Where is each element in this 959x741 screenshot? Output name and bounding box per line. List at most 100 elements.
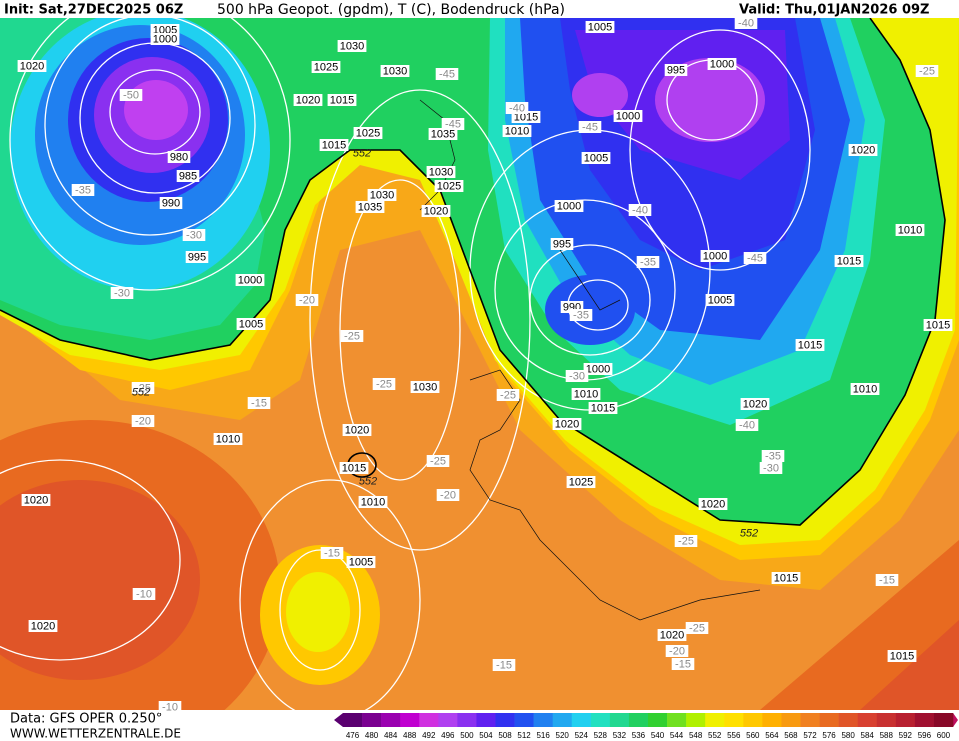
temperature-label: -25 (500, 389, 516, 401)
pressure-label: 1030 (429, 166, 453, 178)
temperature-label: -35 (640, 256, 656, 268)
temperature-label-box (110, 287, 134, 299)
pressure-label-box (421, 205, 451, 217)
pressure-label-box (550, 238, 574, 250)
pressure-label-box (428, 128, 458, 140)
pressure-label: 1025 (314, 61, 338, 73)
temperature-label: -10 (136, 588, 152, 600)
pressure-label: 1000 (153, 33, 177, 45)
colorbar-cell (648, 713, 668, 727)
temperature-label: -25 (430, 455, 446, 467)
pressure-label: 1035 (431, 128, 455, 140)
colorbar-label: 584 (861, 731, 875, 740)
pressure-label: 1015 (926, 319, 950, 331)
temperature-label: -35 (573, 309, 589, 321)
pressure-label-box (434, 180, 464, 192)
temperature-label-box (735, 419, 759, 431)
temperature-label-box (426, 455, 450, 467)
colorbar-label: 528 (594, 731, 608, 740)
pressure-label-box (613, 110, 643, 122)
coastlines (419, 99, 761, 621)
temperature-label: -15 (496, 659, 512, 671)
temperature-label: -40 (738, 17, 754, 29)
colorbar-label: 520 (556, 731, 570, 740)
colorbar-label: 504 (479, 731, 493, 740)
colorbar-label: 532 (613, 731, 627, 740)
pressure-label-box (17, 60, 47, 72)
colorbar-label: 508 (498, 731, 512, 740)
temperature-label-box (674, 535, 698, 547)
geopotential-label: 552 (353, 147, 371, 159)
pressure-label: 1005 (239, 318, 263, 330)
temperature-label: -30 (569, 370, 585, 382)
pressure-label-box (311, 61, 341, 73)
colorbar-cell (419, 713, 439, 727)
temperature-label: -30 (763, 462, 779, 474)
pressure-label-box (21, 494, 51, 506)
colorbar-label: 588 (880, 731, 894, 740)
temperature-label: -10 (162, 701, 178, 713)
colorbar-label: 592 (899, 731, 913, 740)
colorbar-cell (705, 713, 725, 727)
temperature-label: -20 (299, 294, 315, 306)
colorbar-label: 576 (822, 731, 836, 740)
colorbar-cell (476, 713, 496, 727)
colorbar-label: 544 (670, 731, 684, 740)
pressure-label: 1030 (383, 65, 407, 77)
colorbar-cell (514, 713, 534, 727)
pressure-label: 1010 (898, 224, 922, 236)
pressure-label: 1020 (345, 424, 369, 436)
temperature-label-box (295, 294, 319, 306)
pressure-label: 1010 (574, 388, 598, 400)
temperature-label: -25 (689, 622, 705, 634)
pressure-label: 1000 (586, 363, 610, 375)
colorbar-label: 480 (365, 731, 379, 740)
pressure-label-box (585, 21, 615, 33)
pressure-label: 1015 (322, 139, 346, 151)
pressure-label-box (707, 58, 737, 70)
data-source: Data: GFS OPER 0.250° (10, 712, 162, 727)
colorbar-cell (609, 713, 630, 727)
colorbar-cell (781, 713, 801, 727)
colorbar-label: 500 (460, 731, 474, 740)
pressure-label-box (339, 462, 369, 474)
colorbar-cell (743, 713, 763, 727)
colorbar-label: 524 (575, 731, 589, 740)
temperature-label-box (71, 184, 95, 196)
colorbar-cell (838, 713, 858, 727)
pressure-label: 1010 (216, 433, 240, 445)
colorbar-label: 560 (746, 731, 760, 740)
pressure-label: 1000 (710, 58, 734, 70)
pressure-label: 1020 (851, 144, 875, 156)
pressure-label-box (502, 125, 532, 137)
pressure-label: 1010 (505, 125, 529, 137)
colorbar-cell (667, 713, 687, 727)
pressure-label-box (698, 498, 728, 510)
temperature-label: -35 (75, 184, 91, 196)
pressure-label-box (342, 424, 372, 436)
temperature-label-box (320, 547, 344, 559)
temperature-label-box (875, 574, 899, 586)
temperature-label-box (565, 370, 589, 382)
temperature-label: -40 (632, 204, 648, 216)
temperature-label: -15 (324, 547, 340, 559)
colorbar-cell (800, 713, 820, 727)
temperature-label-box (578, 121, 602, 133)
colorbar-arrow-low (334, 713, 343, 727)
pressure-label: 1000 (238, 274, 262, 286)
init-time: Init: Sat,27DEC2025 06Z (4, 3, 183, 18)
temperature-label-box (340, 330, 364, 342)
pressure-label: 1015 (837, 255, 861, 267)
pressure-label: 995 (667, 64, 685, 76)
temperature-label-box (132, 588, 156, 600)
colorbar-label: 512 (517, 731, 531, 740)
pressure-label: 1030 (413, 381, 437, 393)
temperature-label: -30 (114, 287, 130, 299)
pressure-label: 1030 (370, 189, 394, 201)
pressure-label-box (235, 274, 265, 286)
temperature-label: -45 (445, 118, 461, 130)
temperature-label-box (685, 622, 709, 634)
colorbar-label: 552 (708, 731, 722, 740)
pressure-label-box (159, 197, 183, 209)
